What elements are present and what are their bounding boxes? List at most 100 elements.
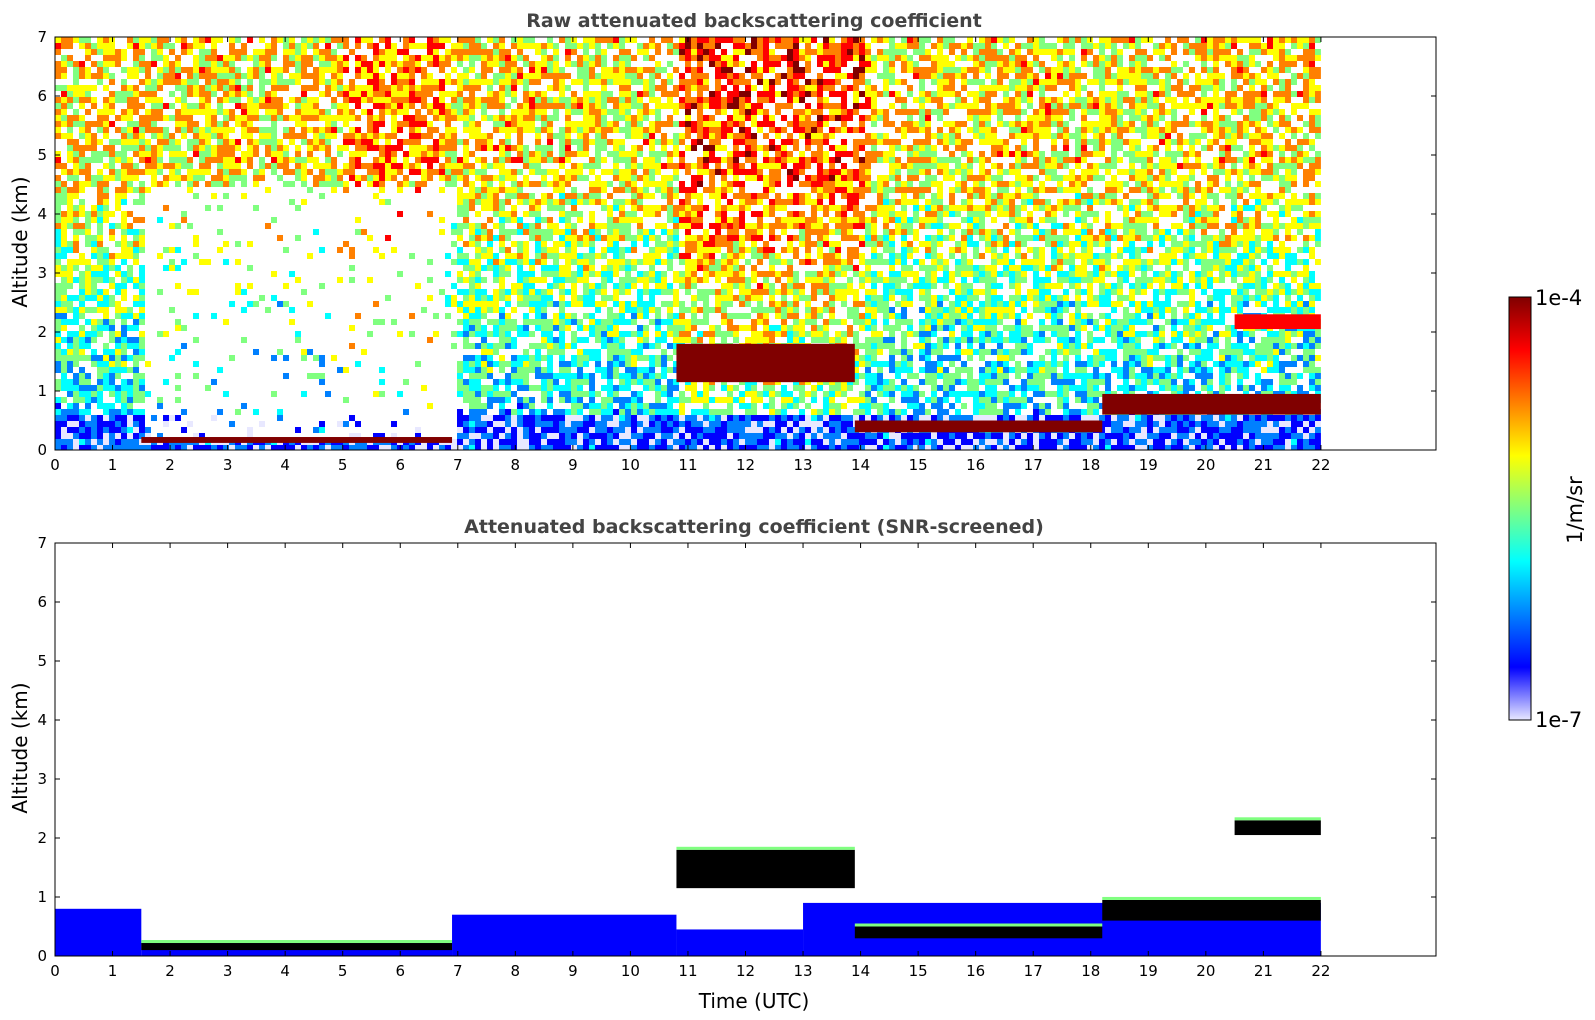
heatmap-cell: [187, 43, 193, 49]
heatmap-cell: [265, 67, 271, 73]
heatmap-cell: [745, 223, 751, 229]
heatmap-cell: [511, 421, 517, 427]
heatmap-cell: [661, 133, 667, 139]
heatmap-cell: [67, 145, 73, 151]
heatmap-cell: [295, 337, 301, 343]
heatmap-cell: [547, 127, 553, 133]
heatmap-cell: [475, 247, 481, 253]
heatmap-cell: [643, 169, 649, 175]
heatmap-cell: [85, 97, 91, 103]
heatmap-cell: [625, 373, 631, 379]
heatmap-cell: [661, 427, 667, 433]
heatmap-cell: [577, 133, 583, 139]
heatmap-cell: [493, 103, 499, 109]
heatmap-cell: [733, 397, 739, 403]
heatmap-cell: [205, 259, 211, 265]
heatmap-cell: [73, 115, 79, 121]
heatmap-cell: [565, 223, 571, 229]
heatmap-cell: [463, 241, 469, 247]
heatmap-cell: [415, 43, 421, 49]
heatmap-cell: [673, 433, 679, 439]
heatmap-cell: [661, 247, 667, 253]
heatmap-cell: [769, 391, 775, 397]
heatmap-cell: [319, 361, 325, 367]
heatmap-cell: [193, 103, 199, 109]
heatmap-cell: [175, 127, 181, 133]
heatmap-cell: [469, 313, 475, 319]
heatmap-cell: [595, 55, 601, 61]
heatmap-cell: [757, 175, 763, 181]
heatmap-cell: [535, 427, 541, 433]
heatmap-cell: [775, 43, 781, 49]
heatmap-cell: [643, 367, 649, 373]
heatmap-cell: [679, 397, 685, 403]
heatmap-cell: [691, 205, 697, 211]
heatmap-cell: [331, 181, 337, 187]
heatmap-cell: [73, 385, 79, 391]
heatmap-cell: [571, 91, 577, 97]
heatmap-cell: [577, 211, 583, 217]
heatmap-cell: [61, 163, 67, 169]
heatmap-cell: [583, 241, 589, 247]
heatmap-cell: [355, 145, 361, 151]
heatmap-cell: [91, 385, 97, 391]
heatmap-cell: [121, 367, 127, 373]
heatmap-cell: [655, 415, 661, 421]
heatmap-cell: [571, 223, 577, 229]
heatmap-cell: [133, 277, 139, 283]
heatmap-cell: [115, 397, 121, 403]
heatmap-cell: [541, 271, 547, 277]
heatmap-cell: [541, 253, 547, 259]
heatmap-cell: [679, 403, 685, 409]
heatmap-cell: [643, 283, 649, 289]
heatmap-cell: [559, 73, 565, 79]
heatmap-cell: [673, 193, 679, 199]
heatmap-cell: [229, 97, 235, 103]
heatmap-cell: [235, 163, 241, 169]
heatmap-cell: [265, 55, 271, 61]
heatmap-cell: [769, 85, 775, 91]
heatmap-cell: [463, 103, 469, 109]
heatmap-cell: [79, 433, 85, 439]
heatmap-cell: [55, 223, 61, 229]
heatmap-cell: [85, 427, 91, 433]
heatmap-cell: [733, 109, 739, 115]
heatmap-cell: [625, 115, 631, 121]
heatmap-cell: [319, 379, 325, 385]
heatmap-cell: [67, 301, 73, 307]
heatmap-cell: [607, 421, 613, 427]
heatmap-cell: [583, 229, 589, 235]
heatmap-cell: [715, 307, 721, 313]
heatmap-cell: [115, 61, 121, 67]
heatmap-cell: [661, 301, 667, 307]
heatmap-cell: [73, 151, 79, 157]
heatmap-cell: [517, 169, 523, 175]
heatmap-cell: [541, 241, 547, 247]
heatmap-cell: [679, 277, 685, 283]
heatmap-cell: [541, 295, 547, 301]
heatmap-cell: [475, 133, 481, 139]
heatmap-cell: [589, 241, 595, 247]
heatmap-cell: [499, 391, 505, 397]
heatmap-cell: [745, 385, 751, 391]
heatmap-cell: [127, 409, 133, 415]
heatmap-cell: [571, 127, 577, 133]
heatmap-cell: [457, 271, 463, 277]
heatmap-cell: [613, 97, 619, 103]
heatmap-cell: [355, 445, 361, 450]
heatmap-cell: [559, 439, 565, 445]
heatmap-cell: [583, 349, 589, 355]
heatmap-cell: [205, 169, 211, 175]
heatmap-cell: [493, 121, 499, 127]
heatmap-cell: [565, 253, 571, 259]
heatmap-cell: [127, 181, 133, 187]
heatmap-cell: [721, 301, 727, 307]
heatmap-cell: [85, 337, 91, 343]
heatmap-cell: [619, 313, 625, 319]
heatmap-cell: [235, 103, 241, 109]
heatmap-cell: [385, 139, 391, 145]
heatmap-cell: [745, 103, 751, 109]
heatmap-cell: [97, 151, 103, 157]
heatmap-cell: [547, 271, 553, 277]
heatmap-cell: [79, 397, 85, 403]
